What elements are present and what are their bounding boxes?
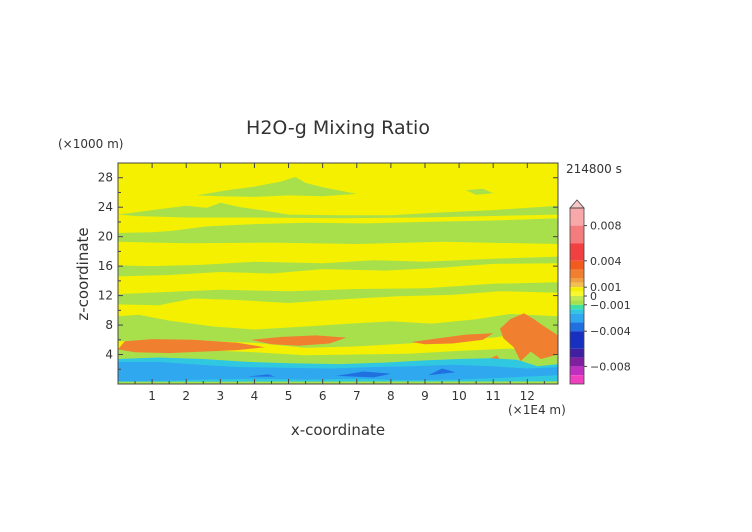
x-tick-label: 6	[319, 389, 327, 403]
colorbar-bin	[570, 331, 584, 349]
y-axis: 4 8 12 16 20 24 28	[98, 171, 558, 370]
colorbar-bin	[570, 309, 584, 314]
colorbar-tick-label: 0	[590, 290, 597, 303]
colorbar-tick-label: −0.004	[590, 325, 631, 338]
x-tick-label: 4	[251, 389, 259, 403]
colorbar-bin	[570, 291, 584, 296]
contour-region-green-7	[465, 188, 494, 195]
colorbar-tick-label: 0.004	[590, 255, 622, 268]
y-tick-label: 20	[98, 230, 113, 244]
x-axis: 1 2 3 4 5 6 7 8 9 10 11 12	[134, 163, 545, 403]
colorbar-bin	[570, 243, 584, 261]
y-unit-label: (×1000 m)	[58, 137, 123, 151]
colorbar-bin	[570, 348, 584, 358]
y-tick-label: 12	[98, 289, 113, 303]
colorbar-tick-label: 0.001	[590, 281, 622, 294]
colorbar-bin	[570, 313, 584, 323]
x-tick-label: 9	[421, 389, 429, 403]
x-tick-label: 1	[148, 389, 156, 403]
contour-region-green-6	[196, 177, 357, 197]
contour-region-blue-15	[118, 361, 558, 382]
y-tick-label: 4	[105, 348, 113, 362]
colorbar-tick-label: 0.008	[590, 220, 622, 233]
time-label: 214800 s	[566, 162, 622, 176]
y-axis-label: z-coordinate	[74, 227, 92, 320]
x-axis-label: x-coordinate	[291, 421, 385, 439]
colorbar-bin	[570, 287, 584, 292]
colorbar-bin	[570, 296, 584, 301]
colorbar-tick-label: −0.008	[590, 360, 631, 373]
colorbar-bin	[570, 208, 584, 226]
colorbar-bin	[570, 375, 584, 384]
colorbar-bin	[570, 269, 584, 279]
colorbar-bin	[570, 260, 584, 270]
y-tick-label: 16	[98, 259, 113, 273]
y-tick-label: 28	[98, 171, 113, 185]
colorbar-bin	[570, 357, 584, 367]
x-unit-label: (×1E4 m)	[508, 403, 566, 417]
colorbar-tick-label: −0.001	[590, 299, 631, 312]
y-tick-label: 24	[98, 200, 113, 214]
contour-region-orange-11	[411, 333, 494, 345]
contour-region-darkblue-16	[336, 371, 391, 378]
colorbar-bin	[570, 366, 584, 376]
colorbar-bin	[570, 322, 584, 332]
contour-region-orange-12	[500, 313, 558, 362]
contour-region-darkblue-18	[247, 374, 275, 377]
plot-frame	[117, 162, 559, 385]
x-tick-label: 5	[285, 389, 293, 403]
x-tick-label: 2	[182, 389, 190, 403]
contour-region-orange-9	[118, 339, 265, 354]
contour-region-darkblue-17	[428, 368, 456, 376]
contour-region-green-5	[118, 202, 558, 219]
x-tick-label: 3	[217, 389, 225, 403]
plot-area	[118, 163, 558, 384]
x-tick-label: 10	[451, 389, 466, 403]
x-tick-label: 11	[486, 389, 501, 403]
x-tick-label: 12	[520, 389, 535, 403]
colorbar-extend-arrow	[569, 199, 585, 209]
x-tick-label: 8	[387, 389, 395, 403]
contour-region-green-4	[118, 218, 558, 244]
contour-region-green-2	[118, 282, 558, 306]
x-tick-label: 7	[353, 389, 361, 403]
colorbar-bin	[570, 225, 584, 244]
contour-region-green-19	[118, 381, 558, 384]
colorbar	[569, 199, 585, 385]
colorbar-bin	[570, 300, 584, 305]
colorbar-bin	[570, 282, 584, 288]
colorbar-bin	[570, 278, 584, 283]
contour-region-orange-10	[251, 335, 347, 346]
y-tick-label: 8	[105, 318, 113, 332]
contour-region-green-3	[118, 256, 558, 277]
chart-title: H2O-g Mixing Ratio	[246, 117, 430, 139]
colorbar-bin	[570, 304, 584, 310]
